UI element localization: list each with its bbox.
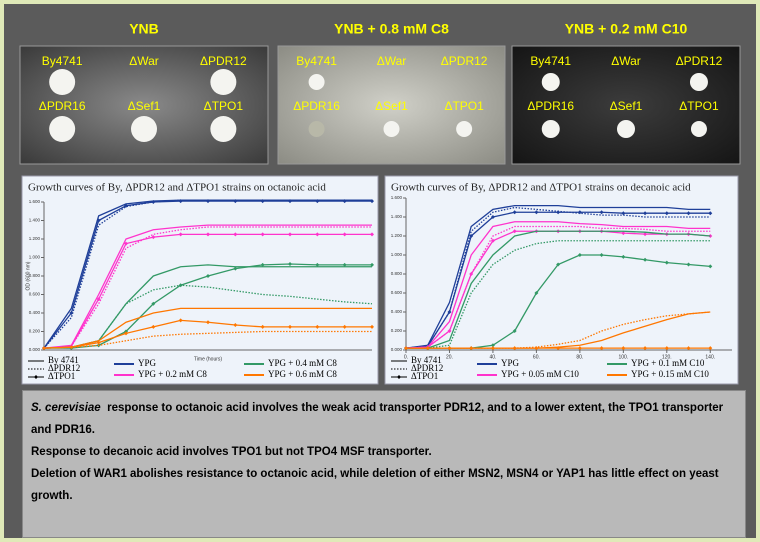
y-tick-label: 1.200 [29,236,41,241]
legend-label: YPG [138,358,157,368]
strain-label: ΔWar [611,54,641,68]
strain-label: ΔTPO1 [679,99,719,113]
chart-panel [22,176,378,384]
strain-label: ΔSef1 [128,99,161,113]
strain-label: ΔPDR12 [676,54,723,68]
legend-label: YPG + 0.1 mM C10 [631,358,705,368]
y-tick-label: 0.600 [29,292,41,297]
y-tick-label: 0.800 [391,271,403,276]
colony [617,120,635,138]
note: Deletion of WAR1 abolishes resistance to… [31,463,737,507]
strain-label: ΔWar [129,54,159,68]
chart-panel [385,176,738,384]
legend-label: YPG + 0.05 mM C10 [501,369,579,379]
y-tick-label: 1.400 [391,214,403,219]
x-tick-label: 20. [446,354,453,360]
strain-label: ΔPDR16 [293,99,340,113]
strain-label: ΔTPO1 [204,99,244,113]
colony [49,69,75,95]
strain-label: ΔSef1 [375,99,408,113]
strain-label: ΔPDR12 [441,54,488,68]
strain-label: ΔWar [377,54,407,68]
legend-label: YPG + 0.15 mM C10 [631,369,709,379]
note: Response to decanoic acid involves TPO1 … [31,441,737,463]
note-text: response to octanoic acid involves the w… [31,402,723,436]
notes-box: S. cerevisiae response to octanoic acid … [22,390,746,538]
strain-label: ΔSef1 [610,99,643,113]
colony [542,73,560,91]
y-tick-label: 0.400 [391,309,403,314]
x-tick-label: 140. [705,354,715,360]
colony [131,116,157,142]
figure: YNB By4741 ΔWar ΔPDR12 ΔPDR16 ΔSef1 ΔTPO1 YNB +… [4,4,756,390]
plate-title: YNB + 0.2 mM C10 [565,21,688,37]
colony [309,121,325,137]
x-tick-label: 0. [404,354,408,360]
y-tick-label: 1.400 [29,218,41,223]
x-tick-label: 80. [576,354,583,360]
y-tick-label: 1.200 [391,233,403,238]
plate-title: YNB + 0.8 mM C8 [334,21,449,37]
plate-title: YNB [129,21,159,37]
strain-label: By4741 [530,54,571,68]
note-text: Response to decanoic acid involves TPO1 … [31,446,432,458]
chart-title: Growth curves of By, ΔPDR12 and ΔTPO1 st… [28,182,326,194]
x-tick-label: 40. [489,354,496,360]
colony [384,121,400,137]
y-axis-label: OD (600 nm) [25,261,31,290]
colony [210,69,236,95]
strain-label: ΔTPO1 [444,99,484,113]
y-tick-label: 1.600 [29,199,41,204]
legend-label: YPG + 0.6 mM C8 [268,369,337,379]
y-tick-label: 1.600 [391,195,403,200]
y-tick-label: 0.200 [391,328,403,333]
colony [456,121,472,137]
legend-label: YPG [501,358,520,368]
colony [309,74,325,90]
legend-label: ΔTPO1 [48,371,75,381]
y-tick-label: 0.400 [29,310,41,315]
y-tick-label: 0.600 [391,290,403,295]
strain-label: ΔPDR16 [39,99,86,113]
note-text: Deletion of WAR1 abolishes resistance to… [31,468,719,502]
strain-label: By4741 [42,54,83,68]
legend-label: YPG + 0.2 mM C8 [138,369,207,379]
legend-label: ΔTPO1 [411,371,438,381]
y-tick-label: 0.200 [29,329,41,334]
strain-label: By4741 [296,54,337,68]
y-tick-label: 0.000 [391,347,403,352]
colony [542,120,560,138]
strain-label: ΔPDR12 [200,54,247,68]
colony [691,121,707,137]
strain-label: ΔPDR16 [527,99,574,113]
colony [49,116,75,142]
x-axis-label: Time (hours) [194,356,222,362]
species: S. cerevisiae [31,402,101,414]
y-tick-label: 1.000 [391,252,403,257]
y-tick-label: 0.000 [29,347,41,352]
x-tick-label: 100. [618,354,628,360]
y-tick-label: 1.000 [29,255,41,260]
note: S. cerevisiae response to octanoic acid … [31,397,737,441]
x-tick-label: 60. [533,354,540,360]
colony [210,116,236,142]
legend-label: YPG + 0.4 mM C8 [268,358,337,368]
slide: YNB By4741 ΔWar ΔPDR12 ΔPDR16 ΔSef1 ΔTPO1 YNB +… [4,4,756,538]
colony [690,73,708,91]
chart-title: Growth curves of By, ΔPDR12 and ΔTPO1 st… [391,182,691,194]
